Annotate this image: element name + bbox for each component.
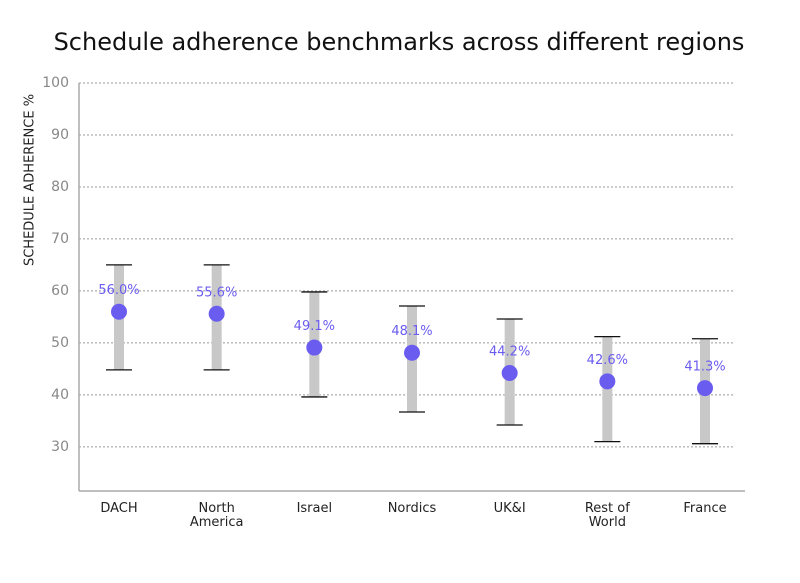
dot: [501, 365, 518, 382]
chart-title: Schedule adherence benchmarks across dif…: [54, 28, 745, 56]
x-tick-label: Israel: [296, 501, 333, 516]
dot: [306, 339, 323, 356]
x-tick-label: France: [683, 501, 727, 516]
y-tick-label: 90: [51, 127, 69, 143]
y-tick-label: 100: [42, 75, 69, 91]
dot: [111, 303, 127, 320]
y-tick-label: 80: [51, 179, 69, 195]
dot: [208, 305, 225, 322]
dot: [599, 373, 616, 390]
value-label: 42.6%: [587, 353, 628, 368]
value-label: 48.1%: [391, 324, 432, 339]
y-axis-title: SCHEDULE ADHERENCE %: [23, 94, 38, 266]
x-tick-label: UK&I: [493, 501, 526, 516]
value-label: 49.1%: [294, 319, 335, 334]
x-tick-label: Rest of World: [584, 501, 630, 530]
y-tick-label: 60: [51, 283, 69, 299]
dot: [697, 380, 713, 397]
value-label: 41.3%: [684, 360, 725, 375]
y-tick-label: 70: [51, 231, 69, 247]
x-tick-label: North America: [189, 501, 244, 530]
y-tick-label: 30: [51, 439, 69, 455]
dot: [404, 344, 420, 361]
x-tick-label: DACH: [100, 501, 138, 516]
value-label: 55.6%: [196, 285, 237, 300]
y-tick-label: 40: [51, 387, 69, 403]
x-tick-label: Nordics: [387, 501, 437, 516]
y-tick-label: 50: [51, 335, 69, 351]
value-label: 44.2%: [489, 345, 530, 360]
value-label: 56.0%: [98, 283, 139, 298]
